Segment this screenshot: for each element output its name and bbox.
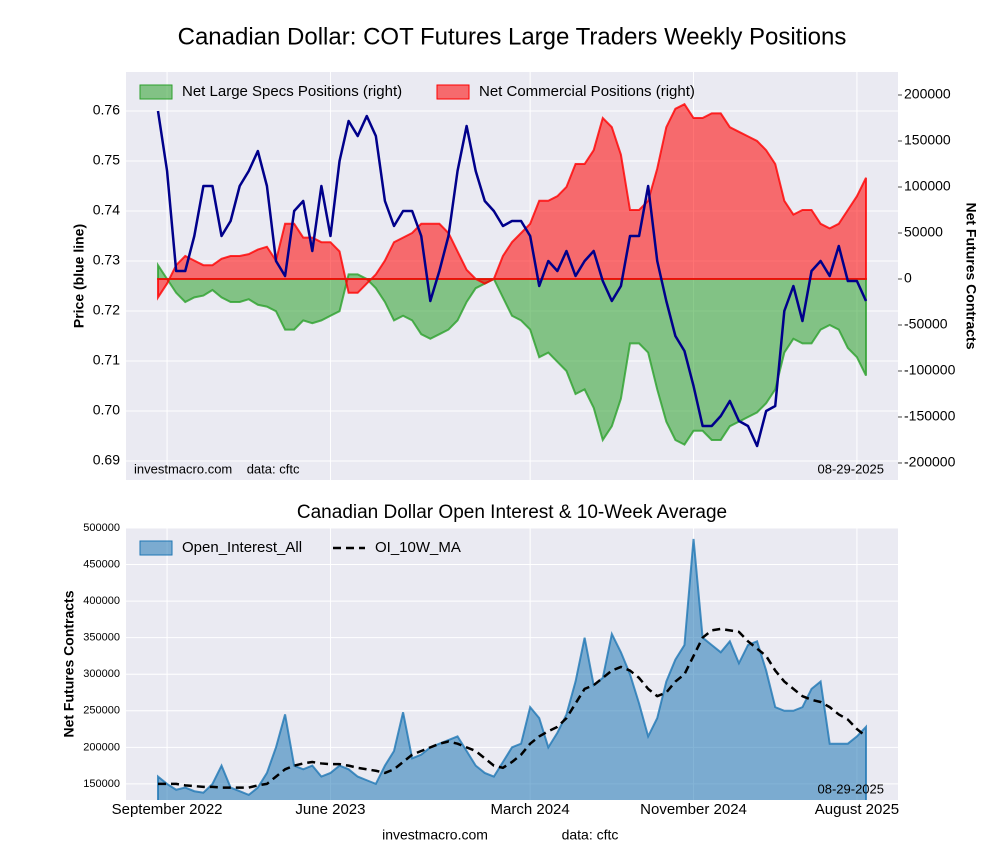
y-axis-label: Price (blue line): [71, 224, 87, 328]
legend-label: Net Large Specs Positions (right): [182, 83, 402, 100]
y2-axis-label: Net Futures Contracts: [963, 202, 979, 349]
y-tick-label: 450000: [83, 558, 120, 570]
y-tick-label: 150000: [83, 778, 120, 790]
y-tick-label: 0.76: [93, 102, 120, 118]
y2-tick-label: 0: [904, 270, 912, 286]
y-tick-label: 350000: [83, 632, 120, 644]
chart-title: Canadian Dollar Open Interest & 10-Week …: [297, 502, 727, 523]
y-tick-label: 0.71: [93, 352, 120, 368]
line: [156, 110, 868, 448]
page-title: Canadian Dollar: COT Futures Large Trade…: [178, 23, 847, 50]
y-tick-label: 250000: [83, 705, 120, 717]
y-tick-label: 0.74: [93, 202, 120, 218]
y2-tick-label: -50000: [904, 316, 948, 332]
annotation: 08-29-2025: [818, 781, 885, 796]
y2-tick-label: 50000: [904, 224, 943, 240]
legend-label: OI_10W_MA: [375, 539, 461, 556]
y-tick-label: 0.70: [93, 402, 120, 418]
legend-swatch: [139, 84, 173, 100]
footer-site: investmacro.com: [382, 827, 488, 843]
annotation: investmacro.com data: cftc: [134, 461, 300, 476]
y-tick-label: 400000: [83, 595, 120, 607]
y-tick-label: 300000: [83, 668, 120, 680]
y2-tick-label: 150000: [904, 132, 951, 148]
line: [158, 627, 867, 789]
area: [157, 102, 867, 301]
y2-tick-label: -200000: [904, 454, 956, 470]
area: [157, 538, 867, 800]
y-tick-label: 0.69: [93, 452, 120, 468]
area: [157, 261, 867, 446]
legend-label: Open_Interest_All: [182, 539, 302, 556]
y2-tick-label: 200000: [904, 86, 951, 102]
y2-tick-label: -100000: [904, 362, 956, 378]
annotation: 08-29-2025: [818, 461, 885, 476]
y-tick-label: 0.75: [93, 152, 120, 168]
x-tick-label: August 2025: [815, 801, 899, 818]
legend-label: Net Commercial Positions (right): [479, 83, 695, 100]
y-tick-label: 0.72: [93, 302, 120, 318]
legend-swatch: [139, 540, 173, 556]
y-axis-label: Net Futures Contracts: [61, 590, 77, 737]
x-tick-label: March 2024: [491, 801, 570, 818]
x-tick-label: November 2024: [640, 801, 747, 818]
legend-swatch: [436, 84, 470, 100]
y-tick-label: 500000: [83, 522, 120, 534]
footer-source: data: cftc: [562, 827, 619, 843]
x-tick-label: June 2023: [295, 801, 365, 818]
y-tick-label: 0.73: [93, 252, 120, 268]
y-tick-label: 200000: [83, 741, 120, 753]
x-tick-label: September 2022: [112, 801, 223, 818]
y2-tick-label: 100000: [904, 178, 951, 194]
plot-layer: [156, 102, 868, 448]
y2-tick-label: -150000: [904, 408, 956, 424]
plot-layer: [157, 538, 867, 800]
